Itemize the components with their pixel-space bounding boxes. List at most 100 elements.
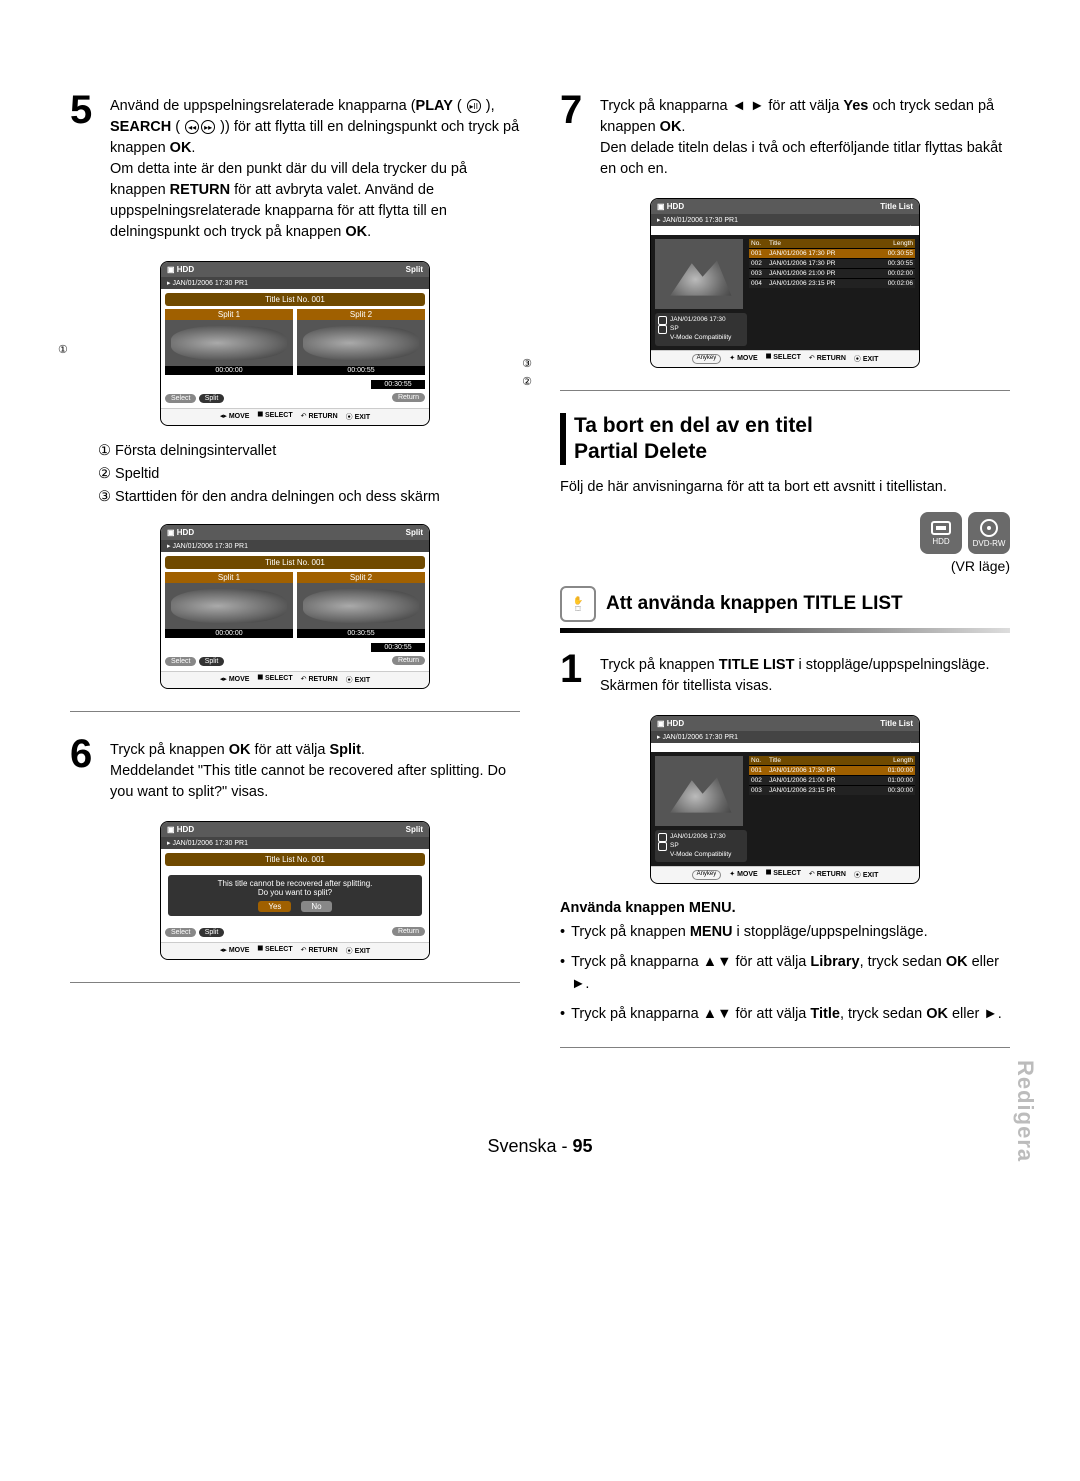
step-5-number: 5 [70, 90, 102, 130]
text: , tryck sedan [860, 954, 946, 970]
text: ( [453, 98, 466, 114]
title-table: No.TitleLength 001JAN/01/2006 17:30 PR01… [749, 756, 915, 826]
meta-box: JAN/01/2006 17:30 SP V-Mode Compatibilit… [655, 313, 747, 345]
menu-note-title: Använda knappen MENU. [560, 900, 1010, 916]
section-title-line1: Ta bort en del av en titel [574, 413, 813, 439]
select-btn: Select [165, 928, 196, 937]
nav-exit: EXIT [355, 414, 371, 421]
menu-bullets: Tryck på knappen MENU i stoppläge/uppspe… [560, 922, 1010, 1025]
meta-date: JAN/01/2006 17:30 [670, 833, 726, 841]
time-2: 00:00:55 [297, 366, 425, 375]
table-row: 001JAN/01/2006 17:30 PR00:30:55 [749, 248, 915, 258]
callout-3: ③ [522, 357, 532, 370]
th-no: No. [749, 239, 767, 248]
return-btn: Return [392, 927, 425, 936]
preview-thumb [655, 239, 743, 309]
text: ), [482, 98, 495, 114]
text: . [361, 742, 365, 758]
hdr-mode: Title List [880, 719, 913, 728]
text: , tryck sedan [840, 1006, 926, 1022]
divider [70, 982, 520, 983]
bullet-2: Tryck på knapparna ▲▼ för att välja Libr… [560, 952, 1010, 996]
page-footer: Svenska - 95 [0, 1136, 1080, 1157]
meta-vmode: V-Mode Compatibility [670, 851, 731, 859]
nav-exit: EXIT [863, 356, 879, 363]
title-label: Title [810, 1006, 840, 1022]
media-icons: HDD DVD-RW [560, 512, 1010, 554]
nav-move: MOVE [229, 413, 250, 420]
search-fwd-icon: ▸▸ [201, 120, 215, 134]
text: Den delade titeln delas i två och efterf… [600, 140, 1002, 177]
yes-label: Yes [843, 98, 868, 114]
table-row: 001JAN/01/2006 17:30 PR01:00:00 [749, 765, 915, 775]
play-time: 00:30:55 [371, 643, 425, 652]
time-1: 00:00:00 [165, 629, 293, 638]
hdr-device: HDD [667, 719, 684, 728]
quality-icon [658, 325, 667, 334]
nav-select: SELECT [265, 412, 293, 419]
hdd-label: HDD [932, 537, 949, 546]
section-bar-icon [560, 413, 566, 466]
thumb-2 [297, 320, 425, 366]
subsection-title-list: ✋⬚ Att använda knappen TITLE LIST [560, 586, 1010, 622]
step-7-body: Tryck på knapparna ◄ ► för att välja Yes… [600, 90, 1010, 180]
dialog-line1: This title cannot be recovered after spl… [172, 879, 418, 888]
legend-2: ② Speltid [98, 463, 520, 486]
table-row: 002JAN/01/2006 21:00 PR01:00:00 [749, 775, 915, 785]
nav-exit: EXIT [355, 948, 371, 955]
title-bar: Title List No. 001 [165, 853, 425, 866]
divider [560, 1047, 1010, 1048]
title-table: No.TitleLength 001JAN/01/2006 17:30 PR00… [749, 239, 915, 309]
step-1: 1 Tryck på knappen TITLE LIST i stoppläg… [560, 649, 1010, 697]
quality-icon [658, 842, 667, 851]
nav-return: RETURN [817, 355, 846, 362]
hdr-mode: Split [406, 265, 423, 274]
no-btn: No [301, 901, 331, 912]
step-7-number: 7 [560, 90, 592, 130]
language-label: Svenska [487, 1136, 556, 1156]
text: Tryck på knapparna ▲▼ för att välja [571, 954, 810, 970]
text: . [191, 140, 195, 156]
split2-label: Split 2 [297, 572, 425, 583]
hdr-mode: Split [406, 825, 423, 834]
select-btn: Select [165, 657, 196, 666]
hdr-mode: Split [406, 528, 423, 537]
hdr-mode: Title List [880, 202, 913, 211]
step-5: 5 Använd de uppspelningsrelaterade knapp… [70, 90, 520, 243]
text: Tryck på knappen [110, 742, 229, 758]
sub-info: JAN/01/2006 17:30 PR1 [662, 217, 738, 224]
title-bar: Title List No. 001 [165, 556, 425, 569]
ok-label: OK [170, 140, 192, 156]
split1-label: Split 1 [165, 572, 293, 583]
nav-bar: Anykey ✦ MOVE ⯀ SELECT ↶ RETURN ⦿ EXIT [651, 350, 919, 367]
split-btn: Split [199, 657, 225, 666]
text: Tryck på knapparna ◄ ► för att välja [600, 98, 843, 114]
page-indicator: 1/3 [651, 743, 919, 752]
split2-label: Split 2 [297, 309, 425, 320]
th-len: Length [875, 239, 915, 248]
page-number: 95 [573, 1136, 593, 1156]
legend-3: ③ Starttiden för den andra delningen och… [98, 486, 520, 509]
bullet-3: Tryck på knapparna ▲▼ för att välja Titl… [560, 1004, 1010, 1026]
th-title: Title [767, 239, 875, 248]
meta-box: JAN/01/2006 17:30 SP V-Mode Compatibilit… [655, 830, 747, 862]
sub-info: JAN/01/2006 17:30 PR1 [172, 543, 248, 550]
screenshot-split-2: ▣ HDDSplit ▸ JAN/01/2006 17:30 PR1 Title… [70, 524, 520, 689]
nav-select: SELECT [265, 946, 293, 953]
th-no: No. [749, 756, 767, 765]
sub-info: JAN/01/2006 17:30 PR1 [662, 734, 738, 741]
clock-icon [658, 316, 667, 325]
return-btn: Return [392, 393, 425, 402]
meta-sp: SP [670, 325, 679, 333]
nav-select: SELECT [265, 675, 293, 682]
callout-2: ② [522, 375, 532, 388]
thumb-1 [165, 583, 293, 629]
play-time: 00:30:55 [371, 380, 425, 389]
nav-exit: EXIT [355, 677, 371, 684]
anykey-btn: Anykey [692, 354, 722, 364]
split1-label: Split 1 [165, 309, 293, 320]
nav-select: SELECT [773, 870, 801, 877]
text: eller ►. [948, 1006, 1002, 1022]
text: Tryck på knapparna ▲▼ för att välja [571, 1006, 810, 1022]
return-btn: Return [392, 656, 425, 665]
